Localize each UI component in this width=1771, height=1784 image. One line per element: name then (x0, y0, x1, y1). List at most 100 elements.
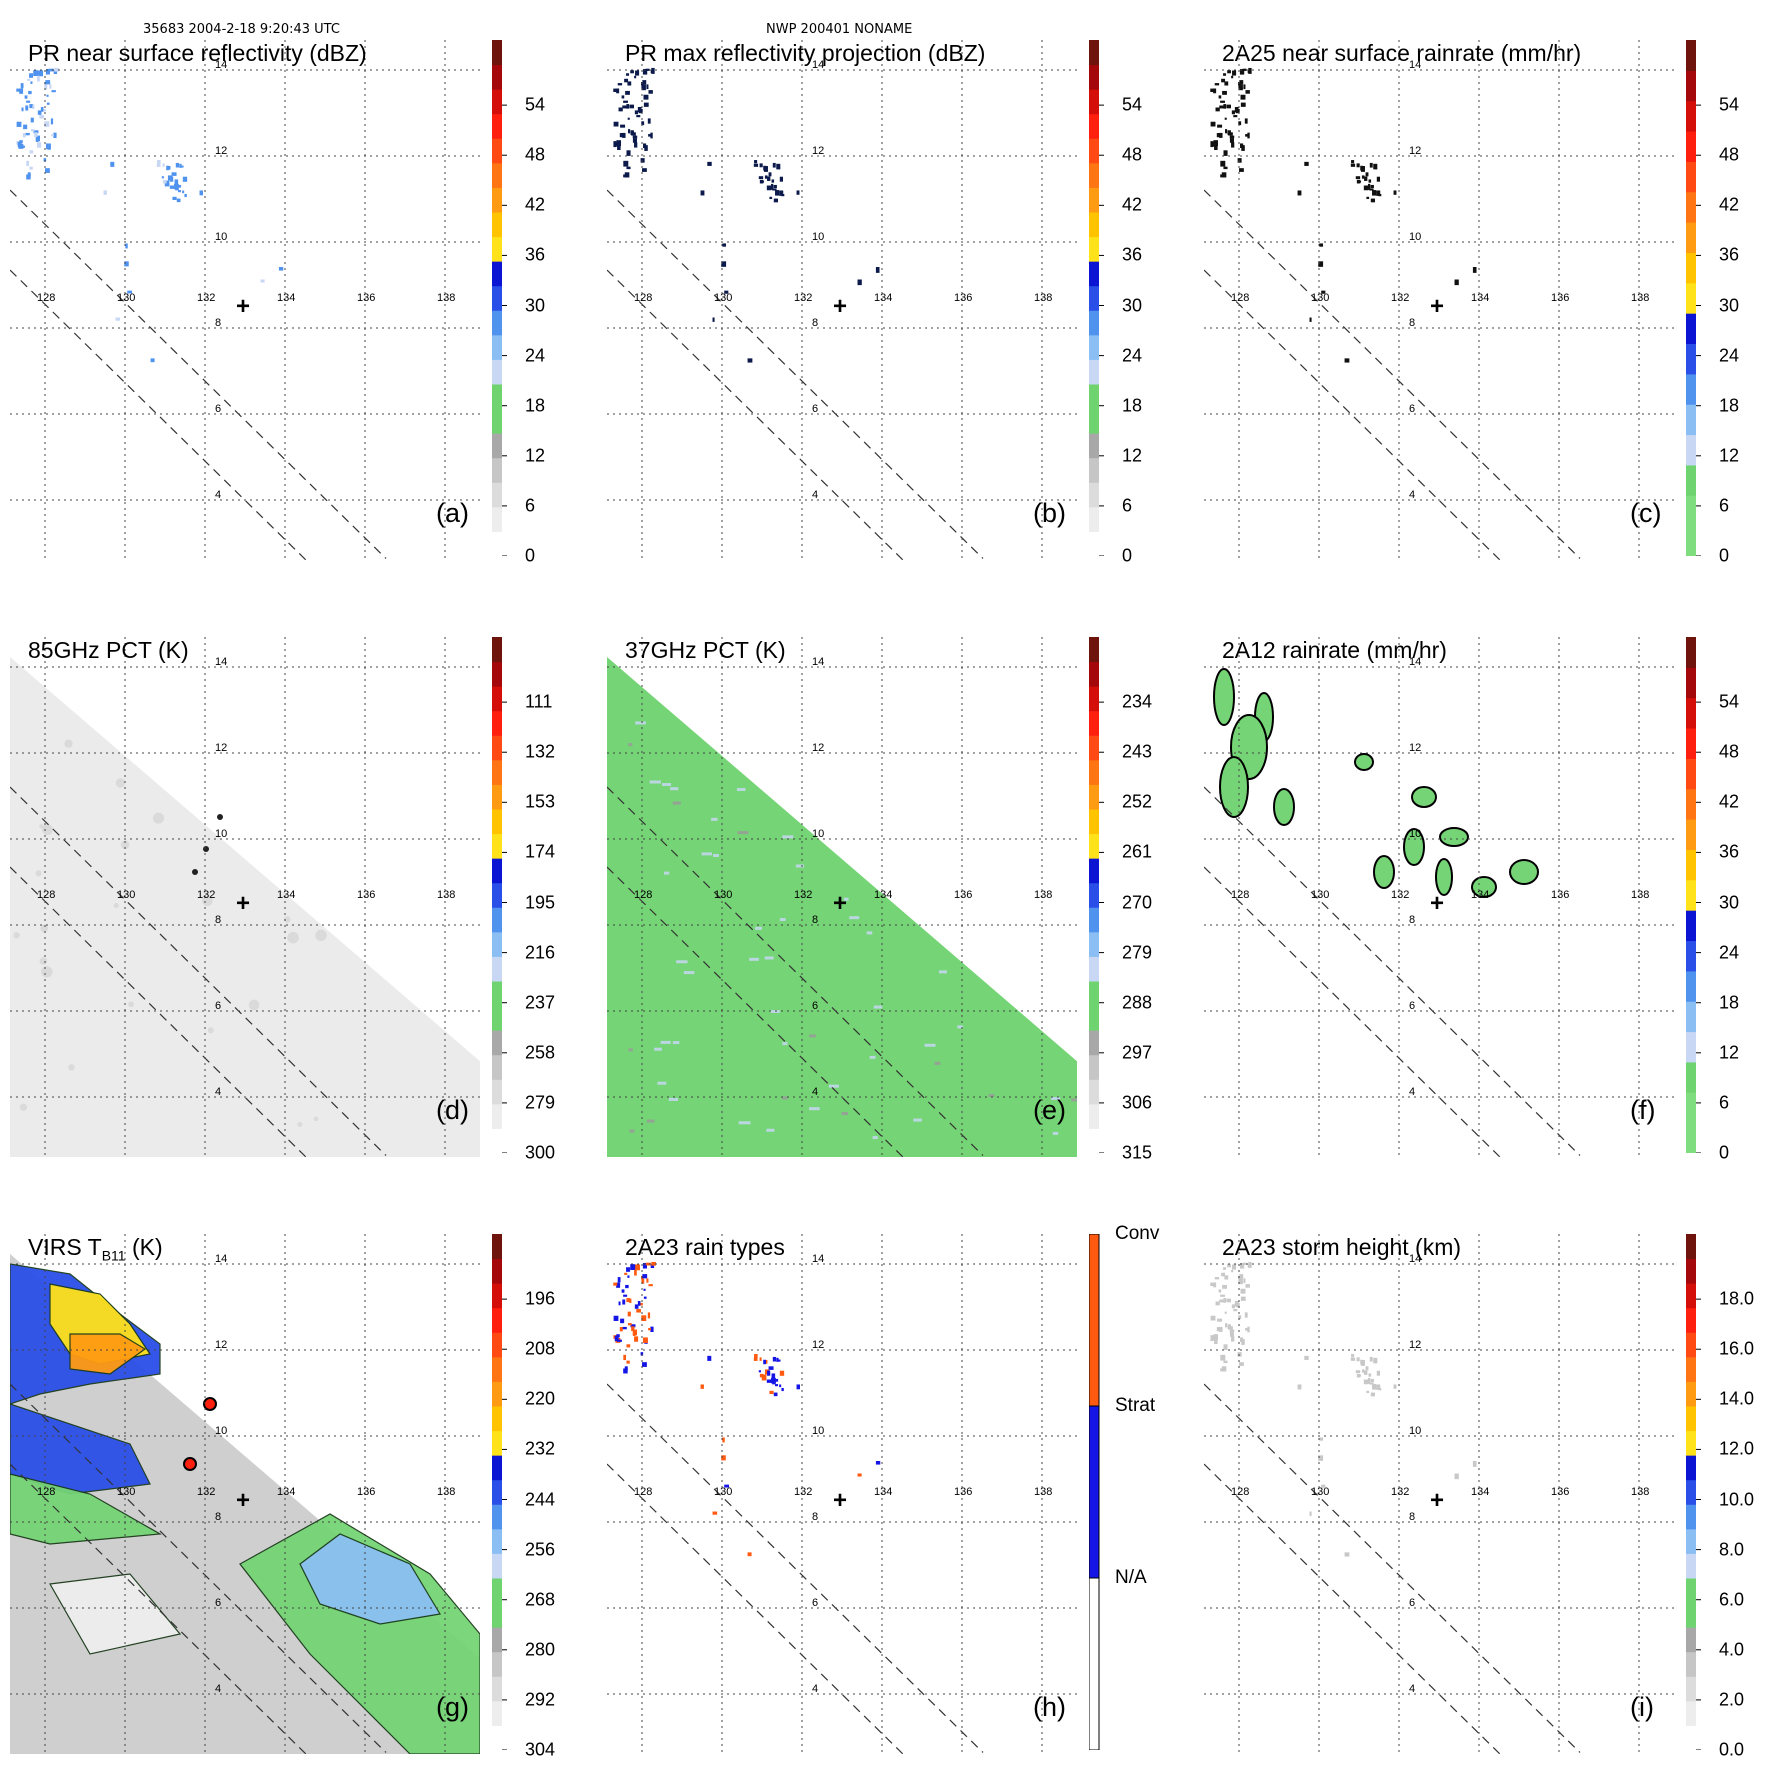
map-svg: 128 130 132 134 136 138 14 12 10 8 6 4 + (1204, 637, 1674, 1157)
echo-pixel (51, 90, 56, 93)
echo-pixel (1231, 142, 1235, 148)
echo-pixel (775, 1384, 778, 1387)
colorbar-segment (492, 1406, 502, 1432)
echo-pixel (631, 1326, 635, 1332)
echo-pixel (707, 1355, 712, 1361)
pct37-pixel (676, 960, 688, 964)
echo-pixel (769, 196, 773, 200)
panel-h: 2A23 rain types 128 130 132 134 136 138 14 12 10 8… (597, 1194, 1187, 1784)
colorbar-segment (1686, 1258, 1696, 1284)
map-area: 128 130 132 134 136 138 14 12 10 8 6 4 + (1204, 40, 1674, 560)
echo-pixel (764, 175, 768, 179)
panel-title-text: PR near surface reflectivity (dBZ) (28, 40, 367, 66)
lat-tick-label: 14 (812, 1253, 824, 1265)
colorbar-segment (1089, 833, 1099, 859)
echo-pixel (17, 141, 22, 148)
colorbar-category-label: N/A (1115, 1567, 1147, 1588)
echo-pixel (51, 134, 55, 137)
swath-edge-line (1204, 1463, 1501, 1754)
echo-pixel (30, 117, 34, 123)
panel-label: (g) (436, 1692, 469, 1722)
colorbar-segment (492, 1258, 502, 1284)
pct37-pixel (663, 871, 670, 875)
pct85-speck (202, 895, 213, 907)
lat-tick-label: 10 (1409, 1425, 1421, 1437)
echo-pixel (1454, 279, 1459, 286)
echo-pixel (1367, 1377, 1371, 1384)
colorbar-segment (492, 506, 502, 532)
echo-pixel (16, 88, 21, 92)
colorbar-segment (492, 882, 502, 908)
lat-tick-label: 4 (812, 1086, 818, 1098)
lon-tick-label: 130 (1311, 889, 1329, 901)
echo-pixel (619, 133, 623, 138)
echo-pixel (1297, 190, 1302, 196)
panel-title-text: 85GHz PCT (K) (28, 637, 189, 663)
colorbar-svg (1089, 40, 1104, 556)
colorbar-segment (492, 759, 502, 785)
lat-tick-label: 6 (215, 1000, 221, 1012)
echo-pixel (768, 172, 772, 177)
echo-pixel (622, 132, 626, 138)
echo-pixel (724, 1484, 730, 1488)
colorbar-segment (1089, 1234, 1100, 1407)
pct37-pixel (779, 918, 786, 922)
echo-pixel (768, 1366, 774, 1370)
colorbar-tick-label: 54 (1719, 94, 1740, 115)
echo-pixel (1309, 1511, 1312, 1516)
echo-pixel (1364, 176, 1368, 181)
colorbar-tick-label: 0 (1719, 545, 1730, 566)
pct37-pixel (672, 801, 681, 805)
pct37-pixel (672, 1041, 680, 1045)
echo-pixel (617, 1339, 622, 1342)
swath-edge-line (1204, 189, 1581, 559)
echo-pixel (27, 172, 31, 176)
panel-title: PR near surface reflectivity (dBZ) (28, 40, 367, 67)
colorbar-segment (1686, 252, 1696, 284)
pct37-pixel (764, 956, 774, 960)
colorbar-segment (1686, 131, 1696, 162)
echo-pixel (1350, 163, 1356, 167)
colorbar-svg (492, 1234, 507, 1750)
colorbar (492, 40, 514, 556)
colorbar-segment (492, 1700, 502, 1726)
echo-pixel (150, 358, 155, 363)
echo-pixel (1227, 1264, 1231, 1268)
echo-pixel (1238, 84, 1243, 91)
colorbar-segment (1089, 408, 1099, 434)
colorbar-tick-label: 8.0 (1719, 1539, 1745, 1560)
echo-pixel (16, 121, 22, 127)
swath-edge-line (10, 866, 307, 1157)
echo-pixel (37, 75, 40, 82)
pct85-cold-spot (192, 869, 198, 875)
echo-pixel (1344, 358, 1350, 363)
echo-pixel (875, 1461, 881, 1465)
echo-pixel (700, 1384, 704, 1389)
colorbar-segment (492, 710, 502, 736)
pct37-pixel (711, 817, 718, 821)
colorbar-segment (1686, 1700, 1696, 1726)
lat-tick-label: 8 (812, 914, 818, 926)
colorbar-segment (1089, 482, 1099, 508)
lat-tick-label: 12 (1409, 145, 1421, 157)
echo-pixel (1240, 1296, 1246, 1301)
storm-center-marker: + (1430, 1487, 1444, 1514)
map-svg: 128 130 132 134 136 138 14 12 10 8 6 4 + (1204, 40, 1674, 560)
echo-pixel (1370, 1392, 1376, 1397)
colorbar-tick-label: 10.0 (1719, 1489, 1755, 1509)
panel-title-text: 2A23 storm height (km) (1222, 1234, 1462, 1260)
lon-tick-label: 132 (1391, 292, 1409, 304)
pct37-pixel (737, 831, 749, 835)
echo-pixel (648, 1284, 653, 1287)
echo-pixel (1304, 161, 1309, 166)
pct37-pixel (738, 1121, 751, 1125)
echo-pixel (712, 317, 715, 322)
echo-pixel (640, 1352, 644, 1356)
echo-pixel (1221, 172, 1227, 178)
lat-tick-label: 12 (812, 1339, 824, 1351)
lon-tick-label: 134 (874, 889, 892, 901)
lon-tick-label: 136 (954, 1486, 972, 1498)
echo-pixel (641, 1278, 645, 1284)
colorbar-segment (1686, 728, 1696, 759)
echo-pixel (1241, 145, 1245, 151)
